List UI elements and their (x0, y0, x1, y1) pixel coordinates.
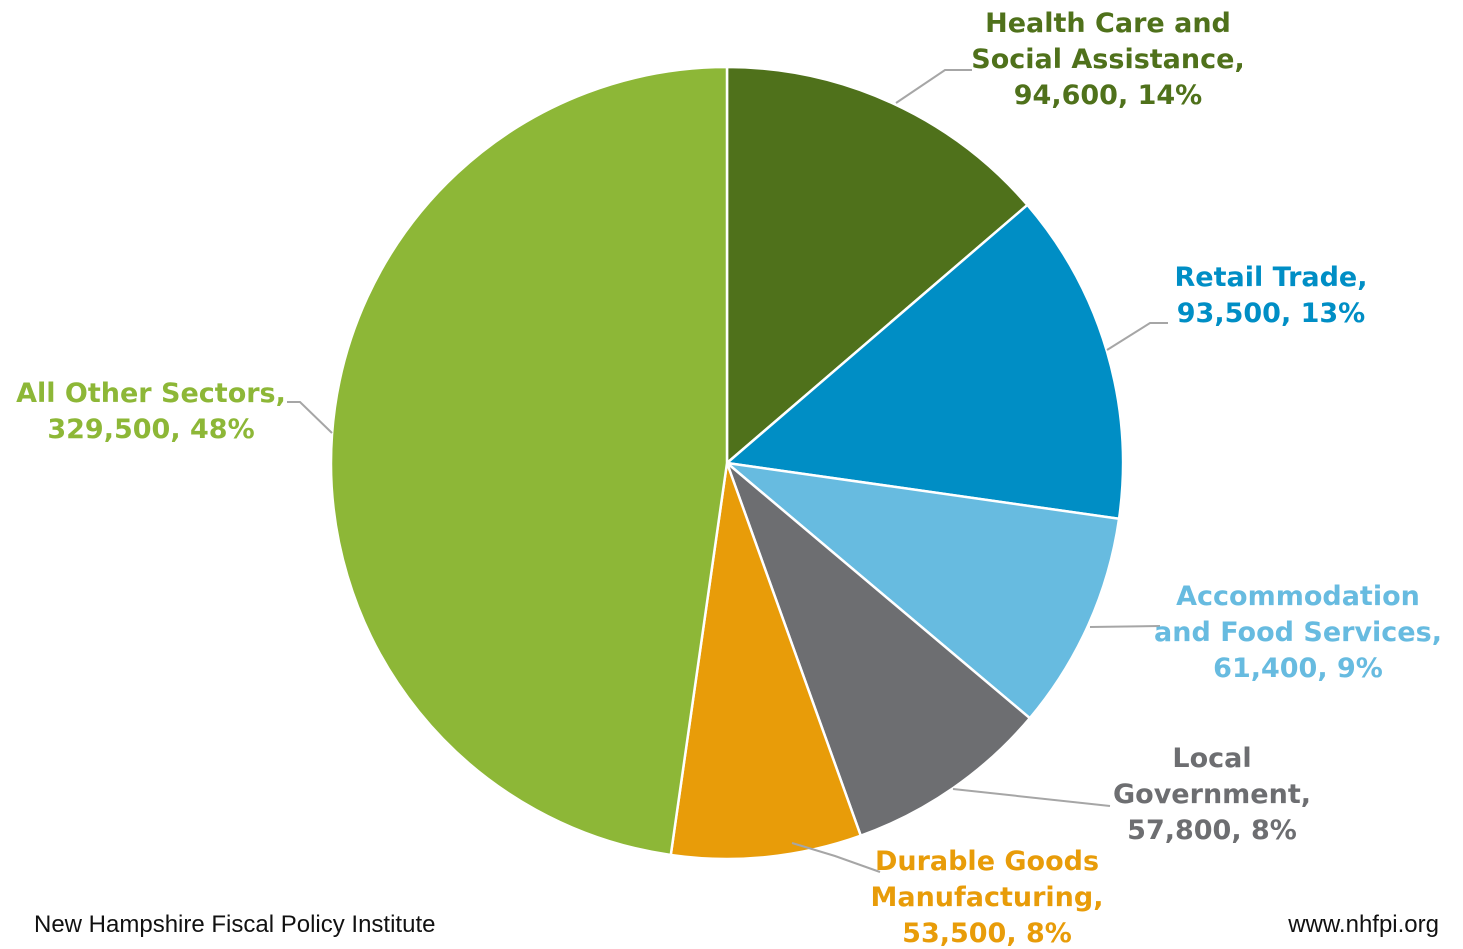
footer-source: New Hampshire Fiscal Policy Institute (34, 911, 436, 938)
slice-label-line: 329,500, 48% (47, 414, 254, 445)
slice-label-line: Local (1172, 743, 1251, 774)
leader-line-retail-trade (1106, 322, 1168, 351)
pie-slice-local-government (724, 459, 1032, 838)
slice-label-health-care-and-social-assistance: Health Care and Social Assistance, 94,600,… (971, 8, 1244, 111)
slice-label-line: Accommodation (1176, 581, 1420, 612)
slice-label-durable-goods-manufacturing: Durable Goods Manufacturing, 53,500, 8% (870, 846, 1103, 949)
slice-label-line: Government, (1113, 779, 1311, 810)
leader-line-all-other-sectors (287, 401, 333, 434)
slice-label-accommodation-and-food-services: Accommodation and Food Services, 61,400, 9… (1154, 581, 1442, 684)
slice-label-line: 53,500, 8% (902, 918, 1072, 949)
slice-label-local-government: Local Government, 57,800, 8% (1113, 743, 1311, 846)
pie-slices (329, 65, 1125, 861)
slice-label-line: and Food Services, (1154, 617, 1442, 648)
leader-line-local-government (952, 788, 1111, 807)
pie-slice-durable-goods-manufacturing (669, 462, 863, 861)
slice-label-retail-trade: Retail Trade, 93,500, 13% (1174, 262, 1367, 329)
pie-slice-accommodation-and-food-services (722, 461, 1121, 720)
slice-label-line: 57,800, 8% (1127, 815, 1297, 846)
footer-website: www.nhfpi.org (1288, 911, 1439, 938)
leader-line-health-care-and-social-assistance (895, 69, 972, 104)
pie-slice-all-other-sectors (329, 65, 729, 857)
slice-labels: Health Care and Social Assistance, 94,600,… (16, 8, 1442, 949)
leader-lines (287, 69, 1168, 873)
pie-slice-retail-trade (724, 203, 1125, 521)
slice-label-line: 61,400, 9% (1213, 653, 1383, 684)
slice-label-line: Manufacturing, (870, 882, 1103, 913)
slice-label-line: Retail Trade, (1174, 262, 1367, 293)
slice-label-line: 93,500, 13% (1177, 298, 1365, 329)
slice-label-line: Health Care and (985, 8, 1231, 39)
leader-line-accommodation-and-food-services (1089, 625, 1161, 628)
slice-label-line: Social Assistance, (971, 44, 1244, 75)
slice-label-line: 94,600, 14% (1014, 80, 1202, 111)
pie-slice-health-care-and-social-assistance (725, 65, 1030, 466)
slice-label-line: All Other Sectors, (16, 378, 286, 409)
leader-line-durable-goods-manufacturing (791, 842, 881, 873)
slice-label-line: Durable Goods (875, 846, 1099, 877)
slice-label-all-other-sectors: All Other Sectors, 329,500, 48% (16, 378, 286, 445)
